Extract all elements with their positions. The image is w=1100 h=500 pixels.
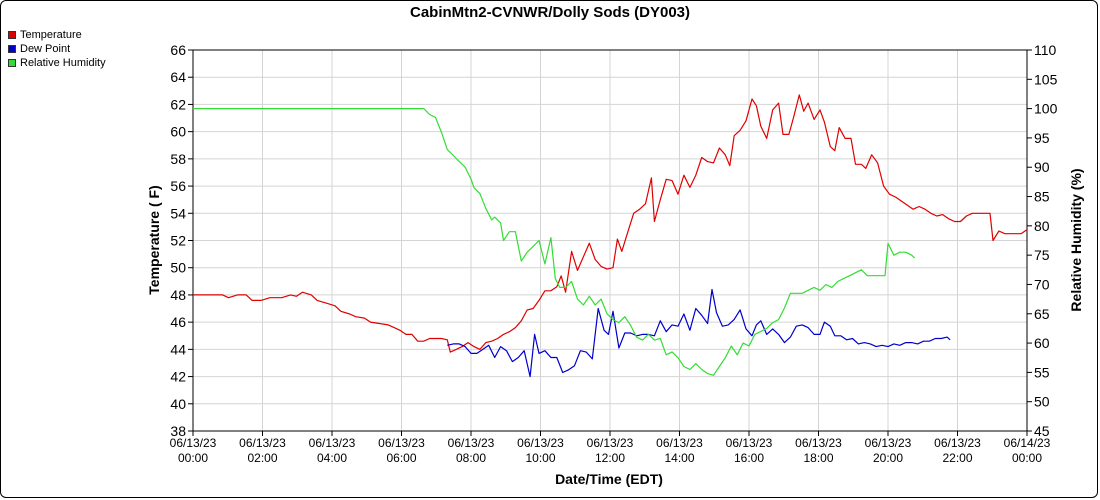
- y-tick-label-left: 52: [170, 233, 186, 249]
- y-tick-label-left: 42: [170, 369, 186, 385]
- x-tick-label-date: 06/13/23: [170, 436, 217, 450]
- legend-item-temperature: Temperature: [8, 28, 106, 42]
- y-tick-label-left: 44: [170, 341, 186, 357]
- y-tick-label-left: 60: [170, 124, 186, 140]
- x-tick-label-date: 06/13/23: [934, 436, 981, 450]
- y-tick-label-right: 105: [1034, 71, 1058, 87]
- y-tick-label-left: 62: [170, 96, 186, 112]
- y-tick-label-right: 65: [1034, 306, 1050, 322]
- y-tick-label-right: 70: [1034, 276, 1050, 292]
- y-tick-label-left: 64: [170, 69, 186, 85]
- x-tick-label-date: 06/13/23: [448, 436, 495, 450]
- x-tick-label-date: 06/13/23: [795, 436, 842, 450]
- x-tick-label-time: 10:00: [525, 451, 555, 465]
- x-tick-label-time: 20:00: [873, 451, 903, 465]
- y-tick-label-left: 38: [170, 423, 186, 439]
- legend-item-relative-humidity: Relative Humidity: [8, 56, 106, 70]
- y-tick-label-right: 45: [1034, 423, 1050, 439]
- x-tick-label-date: 06/13/23: [726, 436, 773, 450]
- x-tick-label-date: 06/13/23: [239, 436, 286, 450]
- y-tick-label-left: 46: [170, 314, 186, 330]
- relative-humidity-line: [193, 107, 916, 376]
- y-tick-label-left: 50: [170, 260, 186, 276]
- x-tick-label-date: 06/13/23: [865, 436, 912, 450]
- y-tick-label-right: 60: [1034, 335, 1050, 351]
- legend: Temperature Dew Point Relative Humidity: [8, 28, 106, 70]
- y-tick-label-left: 40: [170, 396, 186, 412]
- x-tick-label-time: 12:00: [595, 451, 625, 465]
- x-tick-label-time: 16:00: [734, 451, 764, 465]
- legend-item-dew-point: Dew Point: [8, 42, 106, 56]
- y-tick-label-right: 95: [1034, 130, 1050, 146]
- x-tick-label-time: 14:00: [664, 451, 694, 465]
- y-tick-label-right: 55: [1034, 364, 1050, 380]
- y-tick-label-left: 54: [170, 205, 186, 221]
- y-tick-label-right: 100: [1034, 101, 1058, 117]
- chart-title: CabinMtn2-CVNWR/Dolly Sods (DY003): [409, 4, 691, 21]
- x-tick-label-time: 02:00: [247, 451, 277, 465]
- x-tick-label-date: 06/13/23: [656, 436, 703, 450]
- x-axis-label: Date/Time (EDT): [555, 471, 663, 487]
- legend-swatch-relative-humidity: [8, 59, 16, 67]
- x-tick-label-time: 00:00: [1012, 451, 1042, 465]
- y-tick-label-right: 85: [1034, 189, 1050, 205]
- legend-label-temperature: Temperature: [20, 29, 82, 41]
- x-tick-label-date: 06/14/23: [1004, 436, 1051, 450]
- temperature-line: [193, 94, 1028, 353]
- legend-label-dew-point: Dew Point: [20, 43, 71, 55]
- y-tick-label-right: 80: [1034, 218, 1050, 234]
- x-tick-label-date: 06/13/23: [587, 436, 634, 450]
- legend-swatch-dew-point: [8, 45, 16, 53]
- dew-point-line: [447, 288, 951, 378]
- x-tick-label-date: 06/13/23: [378, 436, 425, 450]
- x-tick-label-time: 00:00: [178, 451, 208, 465]
- y-tick-label-right: 110: [1034, 42, 1057, 58]
- y-tick-label-right: 90: [1034, 159, 1050, 175]
- legend-label-relative-humidity: Relative Humidity: [20, 57, 106, 69]
- y-tick-label-right: 50: [1034, 394, 1050, 410]
- x-tick-label-time: 18:00: [803, 451, 833, 465]
- x-tick-label-date: 06/13/23: [309, 436, 356, 450]
- legend-swatch-temperature: [8, 31, 16, 39]
- y-tick-label-left: 58: [170, 151, 186, 167]
- x-tick-label-time: 22:00: [942, 451, 972, 465]
- y-tick-label-left: 56: [170, 178, 186, 194]
- y-tick-label-left: 66: [170, 42, 186, 58]
- y-tick-label-left: 48: [170, 287, 186, 303]
- x-tick-label-time: 06:00: [386, 451, 416, 465]
- x-tick-label-time: 08:00: [456, 451, 486, 465]
- x-tick-label-time: 04:00: [317, 451, 347, 465]
- y-tick-label-right: 75: [1034, 247, 1050, 263]
- x-tick-label-date: 06/13/23: [517, 436, 564, 450]
